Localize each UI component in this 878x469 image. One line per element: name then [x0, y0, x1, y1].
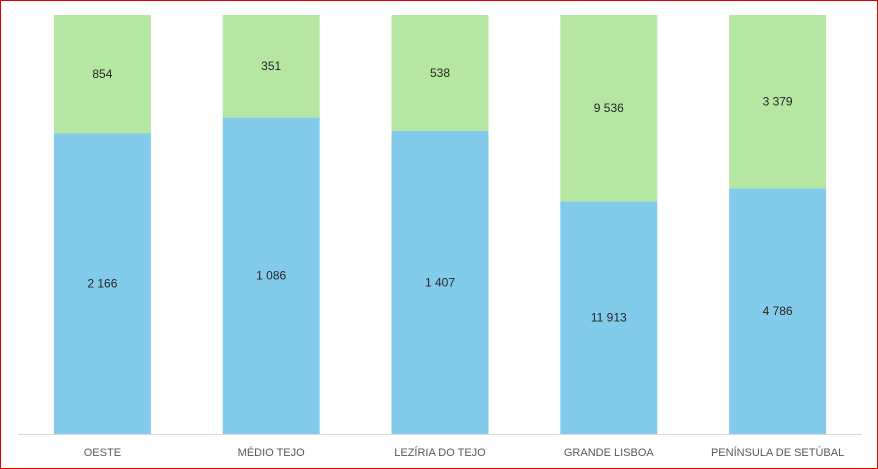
data-label: 11 913 [591, 311, 627, 325]
data-label: 4 786 [763, 304, 793, 318]
bar-segment-2 [560, 15, 658, 202]
data-label: 351 [261, 59, 281, 73]
bar-segment-1 [560, 201, 658, 434]
bar-segment-1 [391, 130, 489, 434]
data-label: 1 086 [256, 269, 286, 283]
bar-segment-1 [53, 133, 151, 435]
bar-segment-1 [729, 188, 827, 434]
data-label: 3 379 [763, 95, 793, 109]
x-tick-label: GRANDE LISBOA [564, 447, 655, 459]
data-label: 9 536 [594, 101, 624, 115]
x-tick-label: OESTE [84, 447, 121, 459]
bar-segment-2 [222, 15, 320, 118]
bar-segment-2 [391, 15, 489, 131]
x-tick-label: PENÍNSULA DE SETÚBAL [711, 446, 844, 459]
bar-segment-2 [53, 15, 151, 134]
data-label: 538 [430, 66, 450, 80]
data-label: 854 [92, 67, 112, 81]
data-label: 2 166 [87, 277, 117, 291]
data-label: 1 407 [425, 275, 455, 289]
bar-segment-2 [729, 15, 827, 189]
x-tick-label: MÉDIO TEJO [238, 446, 305, 459]
x-tick-label: LEZÍRIA DO TEJO [394, 446, 486, 459]
bar-segment-1 [222, 117, 320, 434]
